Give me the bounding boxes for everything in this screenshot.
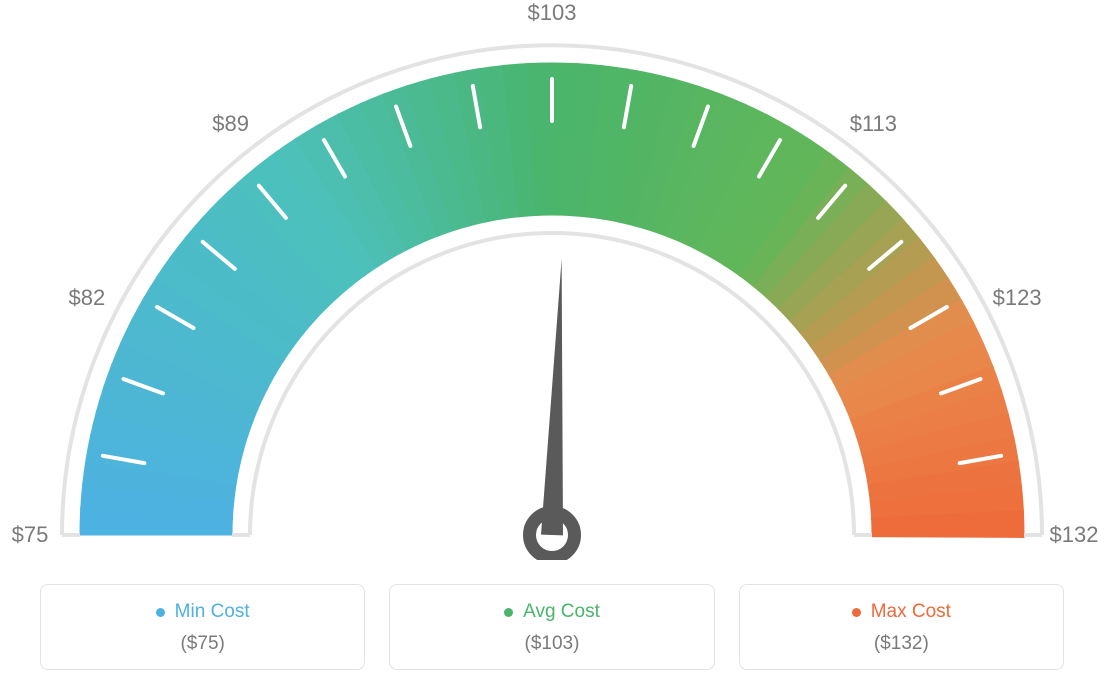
gauge-tick-label: $89 [212, 111, 249, 137]
legend-row: Min Cost ($75) Avg Cost ($103) Max Cost … [0, 584, 1104, 670]
legend-min-box: Min Cost ($75) [40, 584, 365, 670]
gauge-tick-label: $103 [528, 0, 577, 26]
gauge-needle [541, 259, 563, 535]
gauge-tick-label: $75 [12, 522, 49, 548]
legend-min-title: Min Cost [156, 601, 250, 623]
legend-avg-dot [504, 608, 513, 617]
legend-max-title: Max Cost [852, 601, 951, 623]
gauge-svg [0, 0, 1104, 560]
gauge-tick-label: $113 [850, 111, 897, 137]
gauge-chart-container: $75 $82 $89 $103 $113 $123 $132 Min Cost ($75)… [0, 0, 1104, 690]
gauge-tick-label: $82 [69, 285, 106, 311]
gauge-tick-label: $123 [993, 285, 1042, 311]
legend-max-value: ($132) [740, 633, 1063, 655]
legend-min-value: ($75) [41, 633, 364, 655]
legend-avg-label: Avg Cost [523, 601, 600, 623]
legend-avg-box: Avg Cost ($103) [389, 584, 714, 670]
legend-max-label: Max Cost [871, 601, 951, 623]
legend-max-box: Max Cost ($132) [739, 584, 1064, 670]
legend-avg-value: ($103) [390, 633, 713, 655]
legend-avg-title: Avg Cost [504, 601, 600, 623]
gauge-area: $75 $82 $89 $103 $113 $123 $132 [0, 0, 1104, 560]
legend-min-label: Min Cost [175, 601, 250, 623]
gauge-tick-label: $132 [1050, 522, 1099, 548]
legend-max-dot [852, 608, 861, 617]
legend-min-dot [156, 608, 165, 617]
